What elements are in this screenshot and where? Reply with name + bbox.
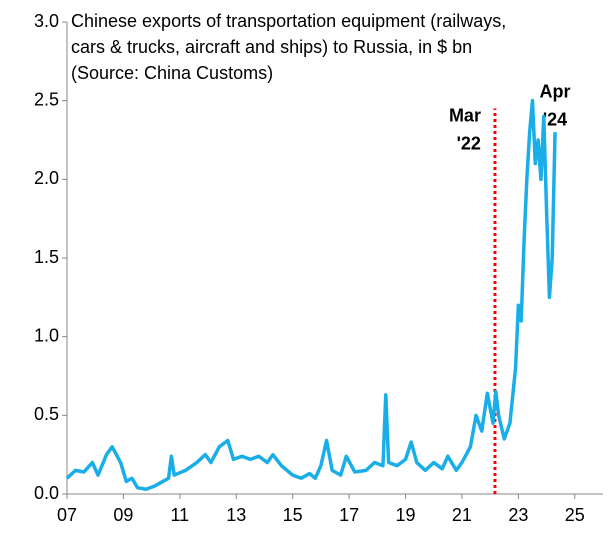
x-tick-label: 11 (170, 505, 189, 525)
chart-title: cars & trucks, aircraft and ships) to Ru… (71, 37, 472, 57)
x-tick-label: 09 (113, 505, 133, 525)
y-tick-label: 0.0 (34, 483, 59, 503)
x-tick-label: 15 (283, 505, 303, 525)
y-tick-label: 3.0 (34, 11, 59, 31)
x-tick-label: 07 (57, 505, 77, 525)
x-tick-label: 23 (508, 505, 528, 525)
x-tick-label: 13 (226, 505, 246, 525)
annotation: '24 (543, 110, 567, 130)
y-tick-label: 2.5 (34, 89, 59, 109)
chart-title: Chinese exports of transportation equipm… (71, 11, 506, 31)
x-tick-label: 21 (452, 505, 472, 525)
y-tick-label: 2.0 (34, 168, 59, 188)
y-tick-label: 1.5 (34, 247, 59, 267)
x-tick-label: 19 (396, 505, 416, 525)
annotation: Apr (540, 82, 571, 102)
y-tick-label: 1.0 (34, 325, 59, 345)
annotation: Mar (449, 105, 481, 125)
x-tick-label: 25 (565, 505, 585, 525)
y-tick-label: 0.5 (34, 404, 59, 424)
annotation: '22 (457, 133, 481, 153)
x-tick-label: 17 (339, 505, 359, 525)
line (65, 98, 557, 492)
chart-title: (Source: China Customs) (71, 63, 273, 83)
